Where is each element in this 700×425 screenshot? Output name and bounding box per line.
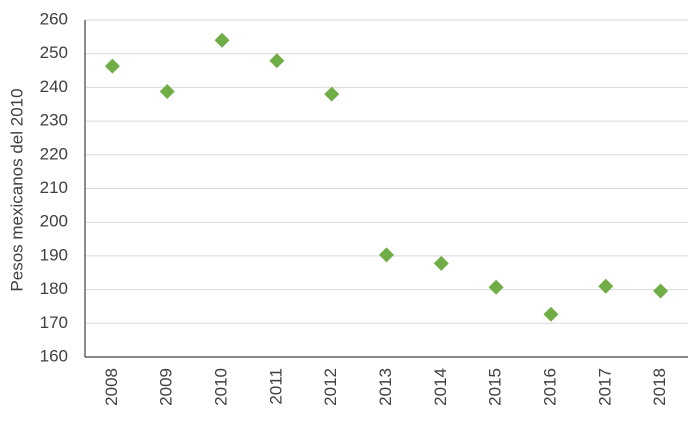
x-tick-label: 2009 — [157, 368, 176, 406]
y-tick-label: 260 — [40, 9, 68, 28]
x-tick-label: 2012 — [321, 368, 340, 406]
point — [488, 279, 504, 295]
x-tick-label: 2014 — [431, 368, 450, 406]
x-tick-label: 2013 — [376, 368, 395, 406]
point — [269, 53, 285, 69]
y-tick-label: 190 — [40, 245, 68, 264]
point — [324, 86, 340, 102]
x-tick-label: 2008 — [102, 368, 121, 406]
x-tick-label: 2015 — [486, 368, 505, 406]
y-tick-label: 220 — [40, 144, 68, 163]
point — [214, 32, 230, 48]
y-tick-label: 160 — [40, 346, 68, 365]
y-tick-label: 240 — [40, 77, 68, 96]
x-tick-label: 2018 — [650, 368, 669, 406]
x-tick-label: 2017 — [595, 368, 614, 406]
x-tick-label: 2010 — [212, 368, 231, 406]
point — [433, 255, 449, 271]
point — [543, 306, 559, 322]
x-tick-label: 2011 — [266, 368, 285, 405]
y-tick-label: 210 — [40, 178, 68, 197]
y-axis-label: Pesos mexicanos del 2010 — [7, 88, 26, 291]
y-tick-label: 170 — [40, 313, 68, 332]
y-tick-label: 230 — [40, 111, 68, 130]
point — [104, 58, 120, 74]
point — [379, 247, 394, 263]
y-tick-label: 200 — [40, 212, 68, 231]
point — [653, 283, 669, 299]
y-tick-label: 250 — [40, 43, 68, 62]
x-tick-label: 2016 — [540, 368, 559, 406]
point — [159, 83, 175, 99]
point — [598, 278, 614, 294]
y-tick-label: 180 — [40, 279, 68, 298]
